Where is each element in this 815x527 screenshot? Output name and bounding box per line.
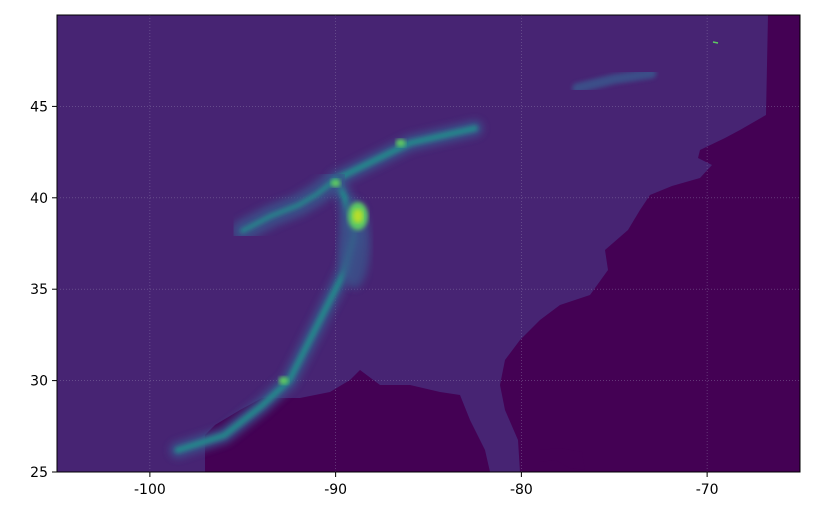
northeast-patch <box>572 68 657 94</box>
plume-layer <box>169 41 719 459</box>
bahamas-land <box>540 448 585 470</box>
land-mass <box>57 15 768 472</box>
hotspot-peak <box>352 209 363 224</box>
x-axis: -100 -90 -80 -70 <box>134 472 719 498</box>
west-branch-core <box>240 177 339 234</box>
y-tick-label: 40 <box>30 191 48 207</box>
y-axis: 25 30 35 40 45 <box>30 99 57 481</box>
hotspot <box>278 376 289 385</box>
x-tick-label: -70 <box>696 482 719 498</box>
northeast-speck <box>712 41 719 44</box>
y-tick-label: 25 <box>30 465 48 481</box>
plot-frame <box>56 14 801 473</box>
hotspot <box>330 179 341 188</box>
y-tick-label: 35 <box>30 282 48 298</box>
x-tick-label: -80 <box>510 482 533 498</box>
y-tick-label: 45 <box>30 99 48 115</box>
y-tick-label: 30 <box>30 374 48 390</box>
hotspot <box>395 138 406 147</box>
x-tick-label: -90 <box>324 482 347 498</box>
x-tick-label: -100 <box>134 482 166 498</box>
grid <box>57 15 800 472</box>
